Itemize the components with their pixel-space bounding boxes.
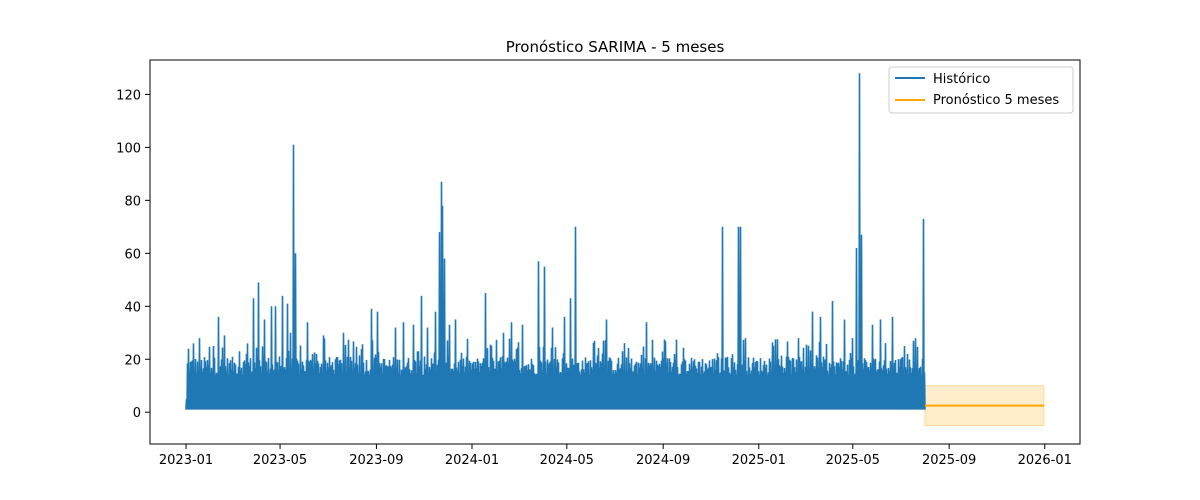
y-tick-label: 120: [116, 88, 141, 103]
x-tick-label: 2023-01: [159, 453, 213, 468]
x-tick-label: 2025-01: [732, 453, 786, 468]
x-tick-label: 2023-05: [253, 453, 307, 468]
y-tick-label: 20: [124, 353, 141, 368]
x-tick-label: 2024-09: [636, 453, 690, 468]
y-tick-label: 60: [124, 247, 141, 262]
x-tick-label: 2024-01: [445, 453, 499, 468]
x-axis: 2023-01 2023-05 2023-09 2024-01 2024-05 2024-…: [159, 444, 1072, 468]
y-tick-label: 80: [124, 194, 141, 209]
legend-label-historico: Histórico: [933, 72, 990, 87]
legend: Histórico Pronóstico 5 meses: [888, 66, 1074, 114]
y-axis: 0 20 40 60 80 100 120: [116, 88, 150, 421]
historical-series-line: [185, 73, 926, 410]
plot-frame: [149, 59, 1081, 445]
x-tick-label: 2024-05: [540, 453, 594, 468]
chart-title: Pronóstico SARIMA - 5 meses: [506, 38, 725, 56]
legend-box: [888, 66, 1074, 114]
y-tick-label: 40: [124, 300, 141, 315]
x-tick-label: 2023-09: [349, 453, 403, 468]
legend-label-pronostico: Pronóstico 5 meses: [933, 93, 1059, 108]
plot-area: [185, 73, 1045, 426]
y-tick-label: 0: [133, 406, 141, 421]
x-tick-label: 2025-09: [922, 453, 976, 468]
x-tick-label: 2025-05: [826, 453, 880, 468]
historical-series-layer: [185, 73, 926, 410]
x-tick-label: 2026-01: [1018, 453, 1072, 468]
y-tick-label: 100: [116, 141, 141, 156]
